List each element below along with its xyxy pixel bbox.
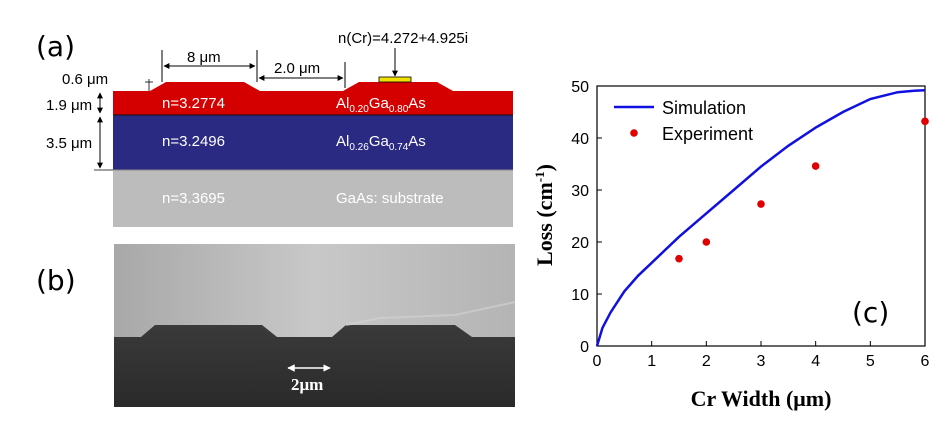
layer-lower xyxy=(113,115,513,170)
cr-index-label: n(Cr)=4.272+4.925i xyxy=(338,30,468,47)
panel-a: (a) n=3.2774 Al0.20Ga0.80As n=3.2496 Al0… xyxy=(36,30,513,227)
layer-lower-index: n=3.2496 xyxy=(162,133,225,150)
legend-experiment-swatch xyxy=(630,129,638,137)
experiment-point xyxy=(702,238,711,246)
plot-frame xyxy=(596,85,926,347)
layer-substrate xyxy=(113,170,513,227)
x-tick-label: 0 xyxy=(593,353,602,370)
layer-upper-material: Al0.20Ga0.80As xyxy=(336,95,426,115)
x-tick-label: 5 xyxy=(866,353,875,370)
x-tick-label: 3 xyxy=(757,353,766,370)
dim-ridge-height: 0.6 μm xyxy=(62,71,108,88)
experiment-point xyxy=(921,117,929,126)
dim-gap: 2.0 μm xyxy=(274,60,320,77)
chart-legend: Simulation Experiment xyxy=(614,98,753,144)
y-tick-label: 40 xyxy=(571,131,589,148)
chart-ticks: 0 1 2 3 4 5 6 0 10 20 30 40 50 xyxy=(571,79,929,370)
y-tick-label: 10 xyxy=(571,287,589,304)
sem-cr-streak xyxy=(345,301,516,326)
sem-waveguide xyxy=(114,325,515,407)
chart-loss: 0 1 2 3 4 5 6 0 10 20 30 40 50 Simulation Experiment… xyxy=(532,79,930,411)
dim-upper-thickness: 1.9 μm xyxy=(46,97,92,114)
legend-simulation-label: Simulation xyxy=(662,98,746,118)
experiment-point xyxy=(675,254,683,263)
y-tick-label: 30 xyxy=(571,183,589,200)
experiment-point xyxy=(757,200,765,208)
series-experiment-points xyxy=(675,117,929,263)
x-tick-label: 4 xyxy=(811,353,820,370)
ridge-left xyxy=(150,82,260,91)
experiment-point xyxy=(811,162,820,170)
panel-a-label: (a) xyxy=(36,30,75,63)
layer-lower-material: Al0.26Ga0.74As xyxy=(336,133,426,153)
ridge-right xyxy=(343,82,453,91)
x-tick-label: 2 xyxy=(702,353,711,370)
panel-b: (b) 2μm xyxy=(36,244,516,407)
panel-b-label: (b) xyxy=(36,264,76,297)
layer-upper-index: n=3.2774 xyxy=(162,95,225,112)
layer-upper xyxy=(113,91,513,115)
y-axis-label: Loss (cm-1) xyxy=(532,164,557,266)
panel-c-label: (c) xyxy=(852,296,889,329)
x-tick-label: 6 xyxy=(921,353,930,370)
legend-experiment-label: Experiment xyxy=(662,124,753,144)
layer-substrate-index: n=3.3695 xyxy=(162,190,225,207)
x-tick-label: 1 xyxy=(647,353,656,370)
dim-lower-thickness: 3.5 μm xyxy=(46,135,92,152)
series-simulation-line xyxy=(595,88,926,347)
x-axis-label: Cr Width (μm) xyxy=(691,386,832,411)
layer-substrate-material: GaAs: substrate xyxy=(336,190,444,207)
y-tick-label: 20 xyxy=(571,235,589,252)
cr-strip xyxy=(378,76,412,83)
y-tick-label: 0 xyxy=(580,339,589,356)
scale-bar-label: 2μm xyxy=(291,375,323,394)
dim-ridge-width: 8 μm xyxy=(187,49,221,66)
y-tick-label: 50 xyxy=(571,79,589,96)
